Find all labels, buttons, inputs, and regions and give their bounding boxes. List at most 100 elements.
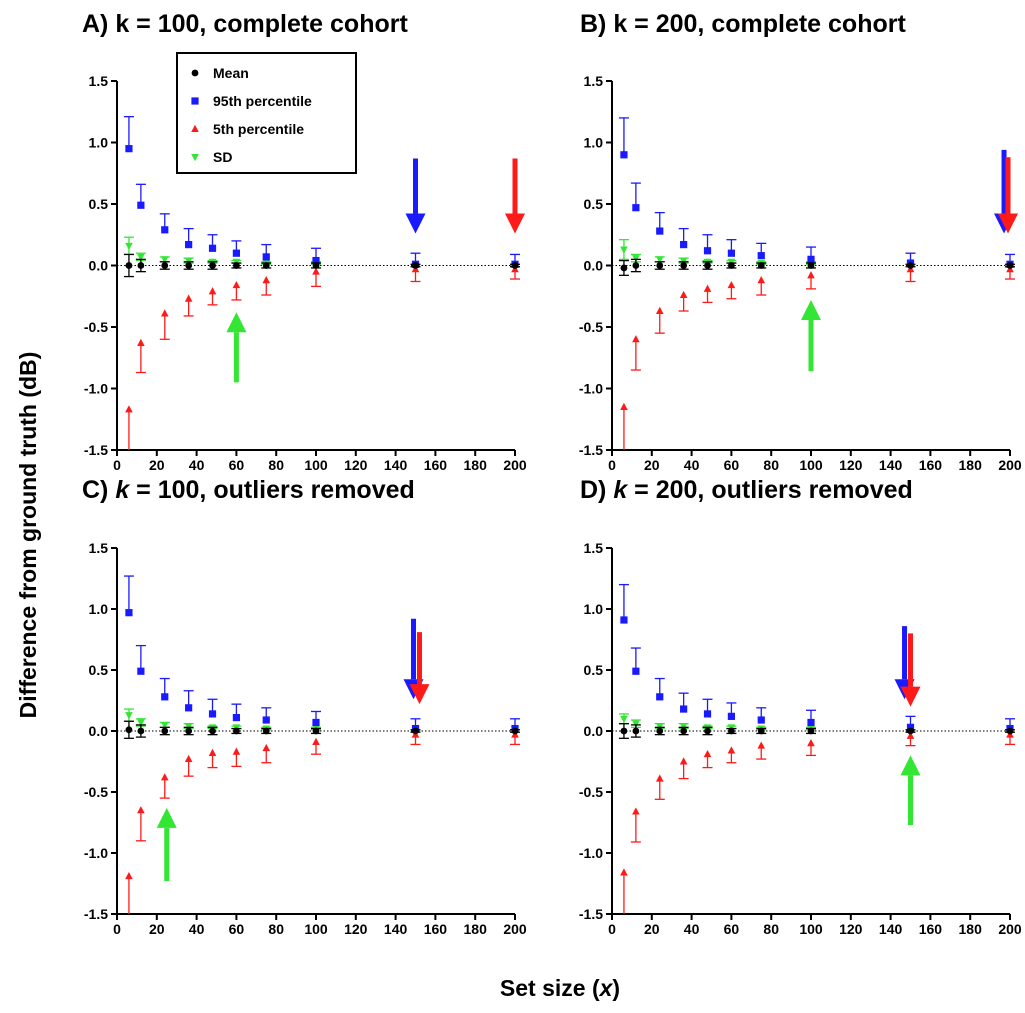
data-point bbox=[412, 262, 419, 269]
x-tick-label: 60 bbox=[724, 457, 740, 473]
legend-box bbox=[176, 52, 357, 174]
data-point bbox=[125, 712, 133, 720]
x-tick-label: 20 bbox=[149, 921, 165, 937]
data-point bbox=[757, 252, 765, 260]
panel-a: A) k = 100, complete cohort -1.5 -1.0 -0.5 0… bbox=[82, 10, 527, 473]
data-point bbox=[209, 262, 216, 269]
data-point bbox=[679, 757, 688, 765]
data-point bbox=[185, 704, 193, 712]
annotation-arrow bbox=[226, 312, 247, 383]
data-point bbox=[137, 338, 145, 346]
panel-d-data bbox=[618, 583, 1015, 914]
data-point bbox=[312, 256, 320, 265]
x-tick-label: 180 bbox=[464, 921, 488, 937]
x-tick-label: 140 bbox=[384, 457, 408, 473]
data-point bbox=[620, 264, 628, 272]
y-tick-label: -1.5 bbox=[84, 442, 108, 458]
y-tick-label: -1.5 bbox=[84, 906, 108, 922]
data-point bbox=[161, 226, 169, 234]
x-tick-label: 200 bbox=[998, 457, 1022, 473]
x-tick-label: 200 bbox=[503, 921, 527, 937]
data-point bbox=[807, 271, 815, 279]
series-5th-percentile bbox=[125, 264, 520, 450]
series-sd bbox=[123, 708, 519, 734]
data-point bbox=[125, 726, 133, 734]
data-point bbox=[262, 727, 270, 735]
series-5th-percentile bbox=[620, 264, 1015, 450]
data-point bbox=[655, 256, 664, 264]
data-point bbox=[757, 716, 765, 724]
x-tick-label: 0 bbox=[608, 921, 616, 937]
chart-panels: A) k = 100, complete cohort -1.5 -1.0 -0.5 0… bbox=[82, 10, 1022, 937]
data-point bbox=[620, 727, 628, 735]
data-point bbox=[620, 151, 628, 159]
x-tick-label: 60 bbox=[229, 921, 245, 937]
data-point bbox=[656, 727, 664, 735]
data-point bbox=[125, 262, 133, 269]
data-point bbox=[232, 249, 240, 257]
x-tick-label: 100 bbox=[304, 457, 328, 473]
x-tick-label: 0 bbox=[608, 457, 616, 473]
series-sd bbox=[618, 239, 1014, 269]
y-tick-label: 0.5 bbox=[584, 662, 604, 678]
arrow-head bbox=[156, 807, 177, 828]
data-point bbox=[632, 727, 640, 735]
y-tick-label: 1.5 bbox=[584, 540, 604, 556]
x-tick-label: 120 bbox=[344, 457, 368, 473]
data-point bbox=[1006, 262, 1014, 269]
data-point bbox=[632, 335, 640, 343]
data-point bbox=[233, 262, 240, 269]
data-point bbox=[680, 262, 688, 269]
y-tick-label: 1.0 bbox=[89, 135, 109, 151]
y-tick-label: 0.0 bbox=[89, 723, 109, 739]
data-point bbox=[620, 402, 628, 410]
data-point bbox=[125, 145, 133, 153]
data-point bbox=[807, 718, 815, 727]
x-tick-label: 180 bbox=[959, 921, 983, 937]
data-point bbox=[185, 727, 193, 735]
data-point bbox=[125, 609, 133, 617]
data-point bbox=[125, 405, 133, 413]
data-point bbox=[807, 255, 815, 263]
y-tick-label: -1.0 bbox=[579, 381, 603, 397]
annotation-arrow bbox=[505, 158, 525, 234]
series-5th-percentile bbox=[125, 730, 520, 914]
x-tick-label: 80 bbox=[763, 921, 779, 937]
series-95th-percentile bbox=[123, 575, 520, 733]
arrow-head bbox=[405, 213, 426, 234]
data-point bbox=[137, 727, 145, 735]
data-point bbox=[727, 712, 735, 720]
y-tick-label: 0.5 bbox=[584, 196, 604, 212]
x-tick-label: 120 bbox=[344, 921, 368, 937]
data-point bbox=[137, 201, 145, 209]
annotation-arrow bbox=[801, 299, 821, 372]
legend-label: 95th percentile bbox=[213, 93, 312, 109]
panel-b-title: B) k = 200, complete cohort bbox=[580, 10, 906, 38]
data-point bbox=[757, 276, 766, 284]
panel-a-title: A) k = 100, complete cohort bbox=[82, 10, 408, 38]
y-tick-label: 1.5 bbox=[584, 73, 604, 89]
data-point bbox=[232, 747, 241, 755]
panel-b-data bbox=[618, 117, 1015, 450]
x-tick-label: 80 bbox=[268, 457, 284, 473]
y-tick-label: 0.5 bbox=[89, 196, 109, 212]
annotation-arrow bbox=[156, 807, 177, 882]
data-point bbox=[312, 727, 320, 735]
data-point bbox=[907, 262, 914, 269]
data-point bbox=[137, 262, 145, 269]
data-point bbox=[312, 262, 320, 269]
data-point bbox=[727, 249, 735, 257]
panel-a-data bbox=[123, 116, 520, 450]
x-tick-label: 120 bbox=[839, 457, 863, 473]
legend-marker bbox=[191, 97, 199, 105]
data-point bbox=[656, 227, 664, 235]
data-point bbox=[232, 713, 240, 722]
y-tick-label: 1.5 bbox=[89, 540, 109, 556]
y-tick-label: -1.0 bbox=[579, 845, 603, 861]
x-tick-label: 160 bbox=[424, 921, 448, 937]
data-point bbox=[632, 667, 640, 675]
x-tick-label: 200 bbox=[998, 921, 1022, 937]
y-tick-label: 1.0 bbox=[89, 601, 109, 617]
x-tick-label: 20 bbox=[149, 457, 165, 473]
